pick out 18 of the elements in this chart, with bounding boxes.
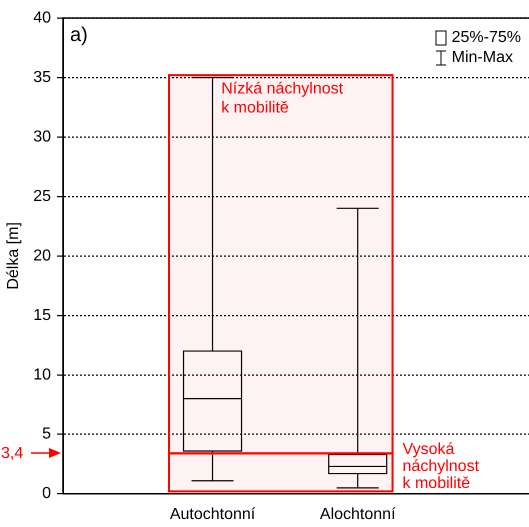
annotation: a) (70, 24, 88, 47)
y-tick-label: 25 (33, 188, 52, 205)
y-tick-label: 0 (42, 485, 52, 502)
band-label: Vysoká náchylnost k mobilitě (402, 440, 480, 492)
y-axis-title: Délka [m] (5, 222, 22, 290)
annotation: 25%-75% (452, 28, 521, 48)
y-tick-label: 30 (33, 128, 52, 146)
y-tick-label: 5 (42, 426, 52, 443)
band-label: Nízká náchylnost k mobilitě (221, 80, 344, 116)
y-tick-label: 20 (33, 247, 52, 264)
x-tick-label: Alochtonní (320, 506, 396, 523)
annotation: Min-Max (452, 48, 513, 68)
x-tick-label: Autochtonní (170, 506, 256, 523)
y-tick-label: 15 (33, 306, 52, 324)
y-tick-label: 35 (33, 68, 52, 86)
y-tick-label: 10 (33, 366, 52, 384)
ref-line-label: 3,4 (1, 444, 24, 462)
y-tick-label: 40 (33, 9, 52, 26)
